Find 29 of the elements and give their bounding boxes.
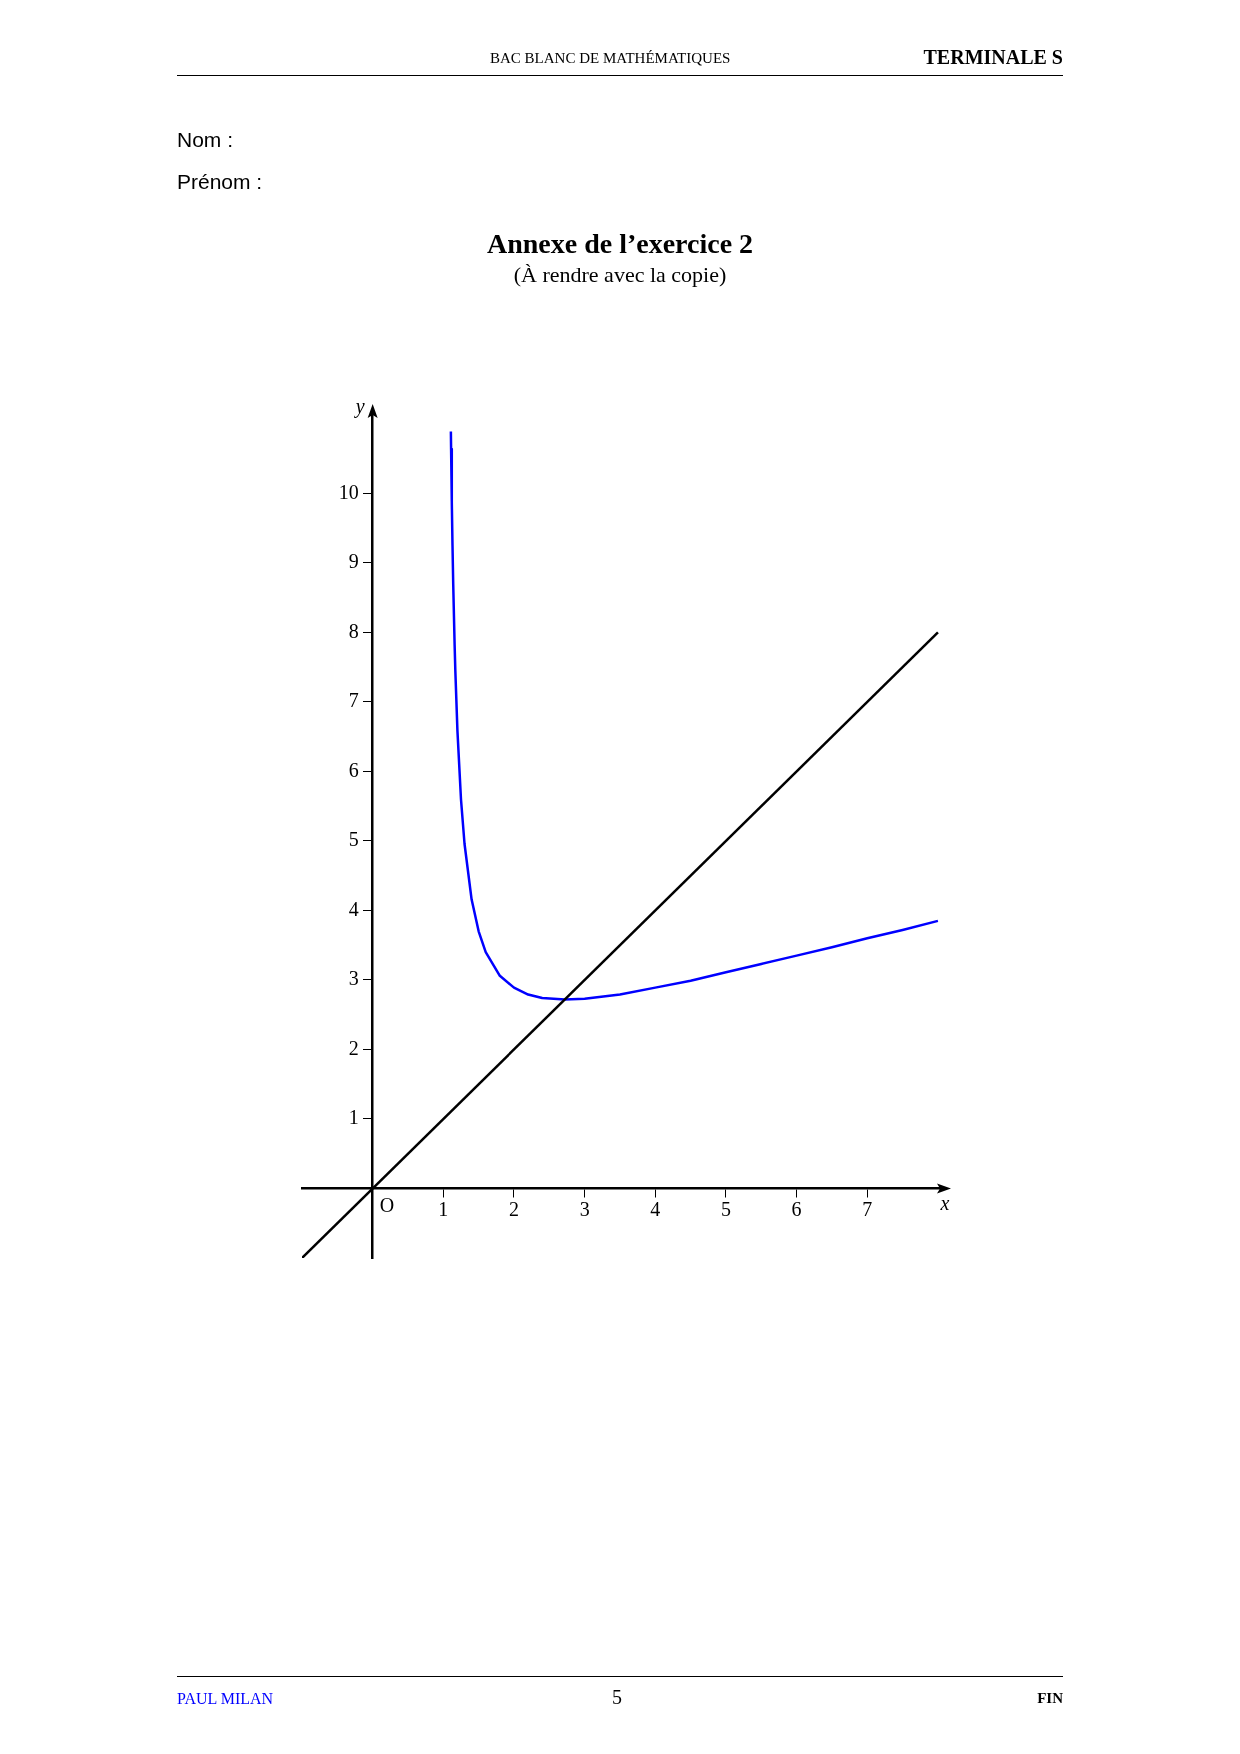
text: BAC BLANC DE MATHÉMATIQUES	[490, 50, 731, 67]
x-tick-label: 5	[720, 1197, 731, 1220]
y-tick-label: 6	[348, 758, 359, 781]
x-tick-label: 3	[579, 1197, 590, 1220]
x-axis-title: x	[939, 1191, 950, 1214]
y-tick-label: 2	[348, 1036, 359, 1059]
text: PAUL MILAN	[177, 1690, 274, 1708]
y-tick-label: 4	[348, 897, 359, 920]
text: Nom :	[177, 128, 234, 152]
x-tick-label: 6	[791, 1197, 802, 1220]
text: TERMINALE S	[923, 46, 1063, 69]
x-tick-label: 7	[862, 1197, 873, 1220]
y-tick-label: 7	[348, 689, 359, 712]
y-axis-title: y	[353, 395, 365, 419]
text: Prénom :	[177, 170, 263, 194]
y-tick-label: 8	[348, 619, 359, 642]
y-tick-label: 5	[348, 828, 359, 851]
y-tick-label: 10	[338, 480, 359, 503]
x-tick-label: 4	[650, 1197, 661, 1220]
y-tick-label: 1	[348, 1106, 359, 1129]
text: 5	[612, 1686, 622, 1709]
x-tick-label: 2	[508, 1197, 519, 1220]
x-tick-label: 1	[438, 1197, 449, 1220]
chart-subtitle: (À rendre avec la copie)	[512, 262, 728, 288]
text: FIN	[1037, 1690, 1063, 1707]
chart-title: Annexe de l’exercice 2	[485, 228, 755, 260]
y-tick-label: 9	[348, 550, 359, 573]
y-tick-label: 3	[348, 967, 359, 990]
annotation: O	[379, 1193, 395, 1216]
